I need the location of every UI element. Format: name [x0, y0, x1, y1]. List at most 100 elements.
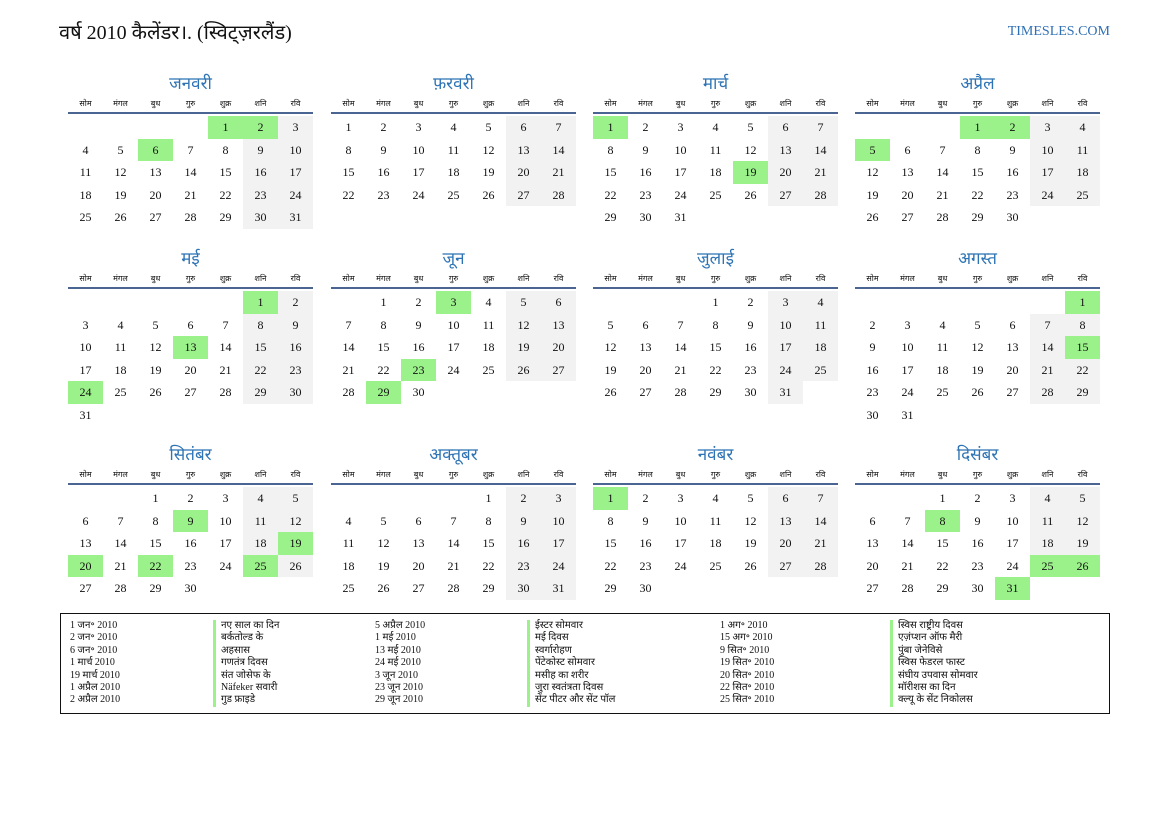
day-cell: 29 — [971, 210, 984, 224]
day-cell: 3 — [904, 317, 911, 332]
day-cell: 12 — [744, 513, 757, 528]
day-cell: 9 — [974, 513, 981, 528]
brand-link[interactable]: TIMESLES.COM — [1007, 24, 1110, 39]
holiday-name: संत जोसेफ के — [213, 669, 279, 683]
holiday-name: एज़ंप्शन ऑफ मैरी — [890, 632, 978, 645]
empty-cell — [855, 487, 890, 510]
day-cell: 15 — [377, 340, 390, 354]
day-cell: 22 — [604, 187, 617, 202]
day-cell: 13 — [541, 313, 576, 336]
day-cell: 27 — [541, 358, 576, 381]
holiday-names: ईस्टर सोमवार मई दिवस स्वर्गारोहण पेंटेकोस्ट… — [527, 620, 615, 707]
empty-cell — [995, 291, 1030, 314]
holiday-day-cell: 5 — [855, 138, 890, 161]
day-cell: 9 — [415, 317, 422, 332]
weekday-label: शनि — [254, 99, 267, 108]
day-cell: 27 — [184, 385, 197, 399]
day-cell: 26 — [744, 558, 757, 573]
day-cell: 21 — [114, 558, 127, 573]
day-cell: 15 — [936, 536, 949, 550]
holiday-name: पुंबा जेनेविसे — [890, 644, 978, 658]
weekday-label: रवि — [553, 470, 564, 479]
day-cell: 3 — [222, 491, 229, 505]
weekday-label: शुक्र — [219, 274, 232, 283]
holiday-day-cell: 15 — [1065, 336, 1100, 359]
day-cell: 12 — [604, 340, 617, 354]
day-cell: 17 — [447, 340, 460, 354]
day-cell: 25 — [114, 385, 127, 399]
day-cell: 21 — [936, 187, 949, 202]
holiday-date: 13 मई 2010 — [375, 644, 421, 656]
day-cell: 7 — [117, 513, 124, 528]
month-title: सितंबर — [169, 445, 212, 465]
month-title: दिसंबर — [956, 445, 999, 465]
day-cell: 1 — [152, 491, 159, 505]
day-cell: 29 — [604, 581, 617, 595]
day-cell: 11 — [342, 536, 355, 550]
day-cell: 29 — [243, 381, 278, 404]
day-cell: 27 — [866, 581, 879, 595]
empty-cell — [960, 291, 995, 314]
day-grid: 1 2 3 4 5 6 7 8 9 10 11 12 13 14 15 16 17 18 19 20 21 22 23 24 2… — [331, 116, 576, 206]
day-cell: 21 — [803, 161, 838, 184]
holiday-date: 19 सित॰ 2010 — [720, 657, 775, 669]
holiday-day-cell: 1 — [593, 116, 628, 139]
holiday-name: गुड फ्राइडे — [213, 694, 279, 707]
empty-cell — [103, 291, 138, 314]
day-cell: 10 — [541, 509, 576, 532]
weekday-label: गुरु — [448, 99, 459, 108]
month-9: सितंबर सोम मंगल बुध गुरु शुक्र शनि रवि 1 2 3 4 5 6 7 8 9… — [68, 443, 313, 600]
weekday-header: सोम मंगल बुध गुरु शुक्र शनि रवि — [68, 271, 313, 289]
month-10: अक्तूबर सोम मंगल बुध गुरु शुक्र शनि रवि 1 2 3 4 5 6 7 8… — [331, 443, 576, 600]
day-cell: 8 — [607, 142, 614, 157]
day-cell: 9 — [506, 509, 541, 532]
day-cell: 29 — [482, 581, 495, 595]
day-cell: 5 — [152, 317, 159, 332]
weekday-header: सोम मंगल बुध गुरु शुक्र शनि रवि — [68, 96, 313, 114]
empty-cell — [68, 291, 103, 314]
day-cell: 22 — [243, 358, 278, 381]
day-cell: 25 — [342, 581, 355, 595]
day-cell: 13 — [901, 165, 914, 179]
day-cell: 3 — [82, 317, 89, 332]
holiday-day-cell: 24 — [68, 381, 103, 404]
weekday-label: रवि — [553, 99, 564, 108]
day-cell: 16 — [506, 532, 541, 555]
weekday-label: बुध — [150, 470, 161, 479]
weekday-label: बुध — [413, 99, 424, 108]
weekday-header: सोम मंगल बुध गुरु शुक्र शनि रवि — [855, 467, 1100, 485]
day-cell: 2 — [642, 491, 649, 505]
day-cell: 27 — [149, 210, 162, 224]
weekday-label: रवि — [1077, 470, 1088, 479]
day-cell: 19 — [744, 536, 757, 550]
day-cell: 13 — [768, 509, 803, 532]
month-3: मार्च सोम मंगल बुध गुरु शुक्र शनि रवि 1 2 3 4 5 6 7 8 9 1… — [593, 72, 838, 229]
day-cell: 7 — [450, 513, 457, 528]
day-cell: 12 — [971, 340, 984, 354]
day-cell: 14 — [901, 536, 914, 550]
day-cell: 4 — [117, 317, 124, 332]
day-cell: 17 — [1030, 161, 1065, 184]
weekday-label: सोम — [79, 470, 92, 479]
weekday-label: शनि — [1041, 99, 1054, 108]
day-cell: 29 — [149, 581, 162, 595]
day-cell: 24 — [1030, 183, 1065, 206]
day-cell: 23 — [1006, 187, 1019, 202]
weekday-label: रवि — [290, 470, 301, 479]
weekday-label: मंगल — [900, 274, 915, 283]
day-cell: 30 — [506, 577, 541, 600]
day-cell: 26 — [506, 358, 541, 381]
day-cell: 18 — [79, 187, 92, 202]
day-cell: 4 — [450, 120, 457, 134]
weekday-label: मंगल — [376, 470, 391, 479]
holiday-day-cell: 6 — [138, 138, 173, 161]
day-cell: 3 — [1009, 491, 1016, 505]
holiday-names: नए साल का दिन बर्कतोल्ड के अहसास गणतंत्र दि… — [213, 620, 279, 707]
day-cell: 14 — [674, 340, 687, 354]
day-cell: 12 — [866, 165, 879, 179]
day-cell: 27 — [768, 183, 803, 206]
month-title: फ़रवरी — [433, 74, 474, 94]
empty-cell — [138, 291, 173, 314]
weekday-label: शुक्र — [744, 99, 757, 108]
weekday-header: सोम मंगल बुध गुरु शुक्र शनि रवि — [68, 467, 313, 485]
